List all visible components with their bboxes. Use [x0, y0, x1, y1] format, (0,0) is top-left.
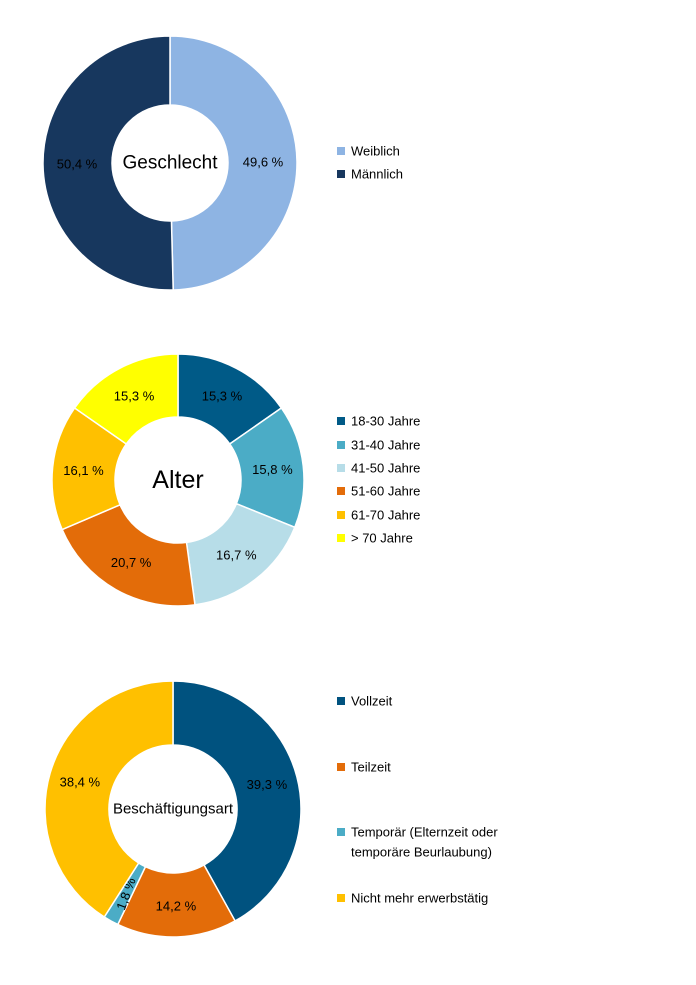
slice-value-label: 20,7 %: [111, 555, 152, 570]
slice-value-label: 50,4 %: [57, 157, 98, 172]
legend: Weiblich Männlich: [337, 144, 403, 182]
legend-swatch: [337, 534, 345, 542]
legend: Vollzeit Teilzeit Temporär (Elternzeit ode…: [337, 694, 498, 906]
legend-swatch: [337, 697, 345, 705]
slice-value-label: 39,3 %: [247, 777, 288, 792]
donut-chart-beschaeftigungsart: 39,3 %14,2 %1,8 %38,4 %Beschäftigungsart…: [44, 680, 498, 938]
legend-swatch: [337, 511, 345, 519]
legend-label-maennlich: Männlich: [351, 167, 403, 182]
legend-swatch: [337, 417, 345, 425]
donut-chart-alter: 15,3 % 15,8 % 16,7 % 20,7 % 16,1 % 15,3 % Alte…: [51, 353, 420, 607]
legend-label-teilzeit: Teilzeit: [351, 760, 391, 775]
legend-swatch: [337, 147, 345, 155]
slice-value-label: 14,2 %: [156, 898, 197, 913]
donut-slice-weiblich: [169, 35, 298, 291]
legend-swatch: [337, 441, 345, 449]
legend-label-70-jahre: > 70 Jahre: [351, 531, 413, 546]
slice-value-label: 15,3 %: [114, 388, 155, 403]
slice-value-label: 38,4 %: [60, 774, 101, 789]
legend-label-61-70-jahre: 61-70 Jahre: [351, 508, 420, 523]
legend-swatch: [337, 487, 345, 495]
legend-label-nicht-mehr-erwerbstaetig: Nicht mehr erwerbstätig: [351, 891, 488, 906]
slice-value-label: 15,3 %: [202, 388, 243, 403]
donut-chart-geschlecht: 49,6 % 50,4 % Geschlecht Weiblich Männlich: [42, 35, 403, 291]
legend-label-31-40-jahre: 31-40 Jahre: [351, 438, 420, 453]
legend-label-temporaer-elternzeit-oder-temporaere-beurlaubung: temporäre Beurlaubung): [351, 845, 492, 860]
slice-value-label: 16,7 %: [216, 548, 257, 563]
legend-swatch: [337, 828, 345, 836]
slice-value-label: 16,1 %: [63, 463, 104, 478]
legend-swatch: [337, 464, 345, 472]
legend-swatch: [337, 763, 345, 771]
legend-swatch: [337, 894, 345, 902]
donut-slice-vollzeit: [172, 680, 302, 922]
legend-label-18-30-jahre: 18-30 Jahre: [351, 414, 420, 429]
slice-value-label: 49,6 %: [243, 154, 284, 169]
legend-label-vollzeit: Vollzeit: [351, 694, 393, 709]
donut-slice-nicht-mehr-erwerbstaetig: [44, 680, 174, 919]
donut-center-label: Geschlecht: [122, 153, 218, 174]
donut-slice-maennlich: [42, 35, 174, 291]
donut-center-label: Alter: [152, 466, 203, 494]
donut-center-label: Beschäftigungsart: [113, 801, 234, 818]
legend-swatch: [337, 170, 345, 178]
legend-label-41-50-jahre: 41-50 Jahre: [351, 461, 420, 476]
donut-slice-70-jahre: [73, 353, 179, 446]
legend-label-51-60-jahre: 51-60 Jahre: [351, 484, 420, 499]
donut-slice-51-60-jahre: [61, 503, 196, 607]
slice-value-label: 15,8 %: [252, 462, 293, 477]
legend: 18-30 Jahre 31-40 Jahre 41-50 Jahre 51-60 J…: [337, 414, 420, 546]
legend-label-temporaer-elternzeit-oder-temporaere-beurlaubung: Temporär (Elternzeit oder: [351, 825, 498, 840]
legend-label-weiblich: Weiblich: [351, 144, 400, 159]
